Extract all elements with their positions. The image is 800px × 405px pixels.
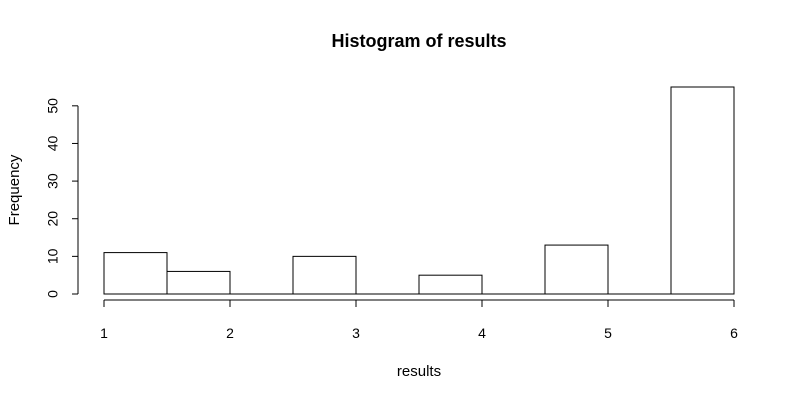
y-axis-label: Frequency [6,154,23,225]
histogram-bar-8 [544,244,609,295]
histogram-bar-4 [292,255,357,295]
histogram-bar-10 [670,86,735,295]
y-axis: 0 10 20 30 40 50 [45,98,79,298]
y-tick-label-10: 10 [45,248,61,264]
x-axis: 1 2 3 4 5 6 [100,299,738,341]
y-tick-label-20: 20 [45,211,61,227]
x-tick-label-6: 6 [730,325,738,341]
histogram-bar-6 [418,274,483,295]
y-tick-label-40: 40 [45,135,61,151]
x-tick-label-1: 1 [100,325,108,341]
x-tick-label-5: 5 [604,325,612,341]
histogram-bars [103,86,735,295]
chart-title: Histogram of results [331,31,506,51]
y-tick-label-30: 30 [45,173,61,189]
histogram-bar-2 [166,270,231,295]
x-tick-label-3: 3 [352,325,360,341]
y-tick-label-0: 0 [45,290,61,298]
y-tick-label-50: 50 [45,98,61,114]
x-tick-label-2: 2 [226,325,234,341]
x-tick-label-4: 4 [478,325,486,341]
x-axis-label: results [397,363,441,380]
histogram-bar-1 [103,252,168,295]
